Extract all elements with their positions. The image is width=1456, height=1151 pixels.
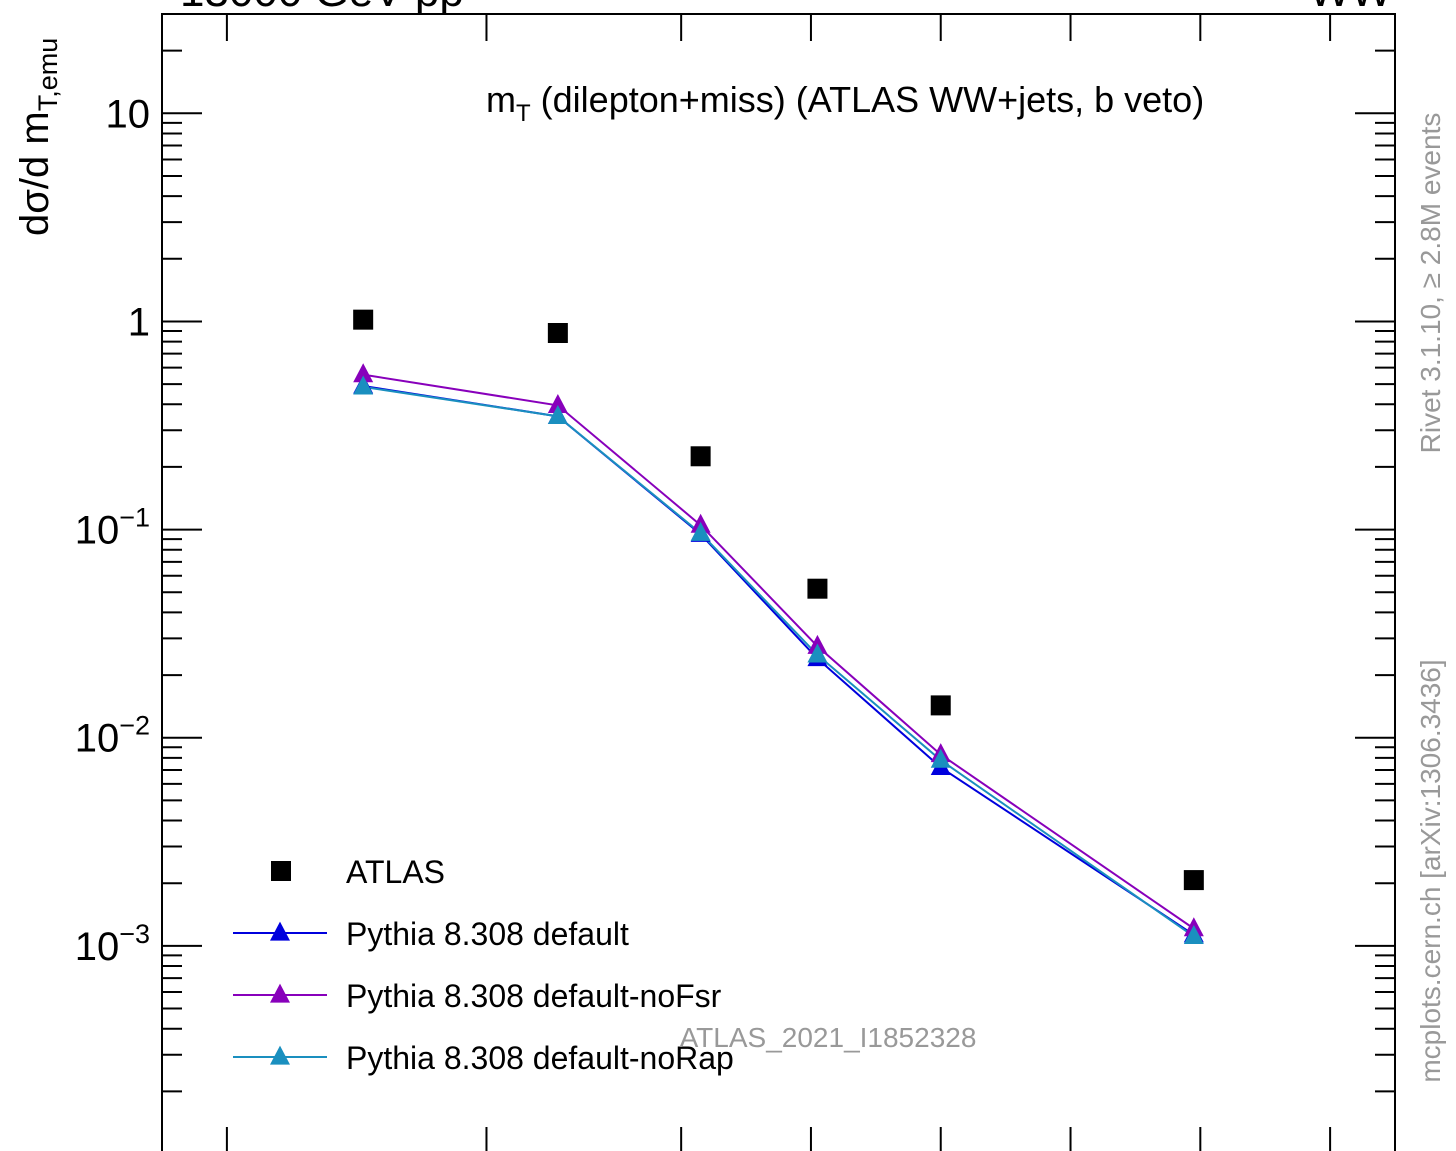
data-point	[807, 578, 828, 599]
series-line-1	[363, 384, 1195, 936]
legend-marker-3	[270, 1045, 290, 1065]
chart-title-sub: T	[516, 100, 531, 127]
data-point	[690, 446, 711, 467]
series-point-2	[353, 363, 374, 383]
y-axis-label-main: dσ/d m	[13, 111, 57, 236]
chart-title-rest: (dilepton+miss) (ATLAS WW+jets, b veto)	[531, 79, 1205, 120]
data-point	[1183, 870, 1204, 891]
data-point	[353, 309, 374, 330]
y-tick-label-base: 10	[75, 925, 120, 969]
series-point-3	[1183, 925, 1204, 945]
y-tick-label: 10−1	[75, 503, 150, 553]
data-point	[547, 323, 568, 344]
plot-frame	[161, 13, 1396, 1151]
series-point-3	[690, 521, 711, 541]
analysis-watermark: ATLAS_2021_I1852328	[680, 1022, 977, 1053]
legend-marker-2	[270, 983, 290, 1003]
chart-title-main: m	[486, 79, 516, 120]
series-layer	[353, 309, 1204, 945]
y-tick-label-exponent: −3	[119, 919, 150, 949]
y-tick-label-base: 10	[75, 509, 120, 553]
y-tick-label-base: 1	[128, 300, 150, 344]
series-line-3	[363, 385, 1195, 938]
y-tick-label-base: 10	[75, 717, 120, 761]
y-tick-label: 10−3	[75, 919, 150, 969]
y-tick-label-exponent: −2	[119, 711, 150, 741]
mcplots-url-text: mcplots.cern.ch [arXiv:1306.3436]	[1415, 659, 1446, 1082]
series-point-3	[353, 375, 374, 395]
series-point-3	[547, 404, 568, 424]
legend-label-2: Pythia 8.308 default-noFsr	[346, 978, 722, 1014]
y-tick-label-exponent: −1	[119, 503, 150, 533]
y-tick-label: 10	[106, 92, 151, 136]
legend: ATLAS Pythia 8.308 default Pythia 8.308 de…	[233, 854, 734, 1076]
legend-label-0: ATLAS	[346, 854, 445, 890]
y-axis-label: dσ/d mT,emu	[13, 38, 63, 236]
y-tick-label-base: 10	[106, 92, 151, 136]
legend-marker-0	[271, 861, 291, 881]
axis-ticks	[162, 13, 1395, 1151]
series-point-2	[547, 394, 568, 414]
header-process-text: WW	[1309, 0, 1393, 16]
legend-label-1: Pythia 8.308 default	[346, 916, 629, 952]
y-tick-label: 1	[128, 300, 150, 344]
y-axis-label-sub: T,emu	[33, 38, 63, 112]
legend-label-3: Pythia 8.308 default-noRap	[346, 1040, 734, 1076]
y-tick-label: 10−2	[75, 711, 150, 761]
chart-title: mT (dilepton+miss) (ATLAS WW+jets, b vet…	[486, 79, 1204, 127]
series-point-3	[930, 748, 951, 768]
rivet-version-text: Rivet 3.1.10, ≥ 2.8M events	[1415, 113, 1446, 454]
series-line-2	[363, 373, 1195, 930]
data-point	[930, 695, 951, 716]
header-energy-text: 13000 GeV pp	[180, 0, 464, 16]
series-point-3	[807, 643, 828, 663]
legend-marker-1	[270, 921, 290, 941]
